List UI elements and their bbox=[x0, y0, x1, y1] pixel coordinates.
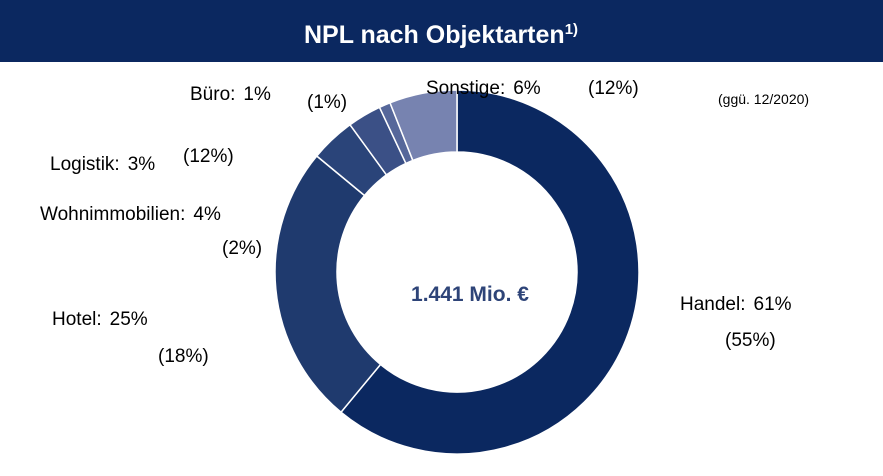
donut bbox=[274, 89, 640, 455]
category-label: Wohnimmobilien: bbox=[40, 204, 185, 225]
slice-label: Büro: 1% bbox=[190, 84, 271, 105]
slice-label: Wohnimmobilien: 4% bbox=[40, 204, 221, 225]
category-label: Handel: bbox=[680, 294, 746, 315]
comparison-label: (18%) bbox=[158, 346, 209, 367]
center-label: 1.441 Mio. € bbox=[411, 283, 529, 306]
comparison-label: (12%) bbox=[588, 78, 639, 99]
category-label: Sonstige: bbox=[426, 78, 505, 99]
value-label: 25% bbox=[110, 309, 148, 330]
value-label: 3% bbox=[128, 154, 156, 175]
slice-label: Logistik: 3% bbox=[50, 154, 155, 175]
comparison-label: (2%) bbox=[222, 238, 262, 259]
chart-title: NPL nach Objektarten1) bbox=[304, 21, 578, 49]
value-label: 61% bbox=[754, 294, 792, 315]
header-bar bbox=[0, 0, 883, 62]
title-footnote: 1) bbox=[565, 21, 578, 38]
category-label: Logistik: bbox=[50, 154, 120, 175]
category-label: Hotel: bbox=[52, 309, 102, 330]
value-label: 6% bbox=[513, 78, 541, 99]
slice-label: Sonstige: 6% bbox=[426, 78, 541, 99]
value-label: 4% bbox=[193, 204, 221, 225]
slice-label: Handel: 61% bbox=[680, 294, 792, 315]
comparison-label: (1%) bbox=[307, 92, 347, 113]
donut-slice bbox=[339, 89, 640, 455]
slice-label: Hotel: 25% bbox=[52, 309, 148, 330]
comparison-note: (ggü. 12/2020) bbox=[718, 91, 809, 107]
category-label: Büro: bbox=[190, 84, 235, 105]
donut-slice bbox=[274, 154, 382, 414]
value-label: 1% bbox=[243, 84, 271, 105]
comparison-label: (55%) bbox=[725, 330, 776, 351]
comparison-label: (12%) bbox=[183, 146, 234, 167]
title-text: NPL nach Objektarten bbox=[304, 21, 565, 49]
donut-slice bbox=[389, 89, 458, 162]
